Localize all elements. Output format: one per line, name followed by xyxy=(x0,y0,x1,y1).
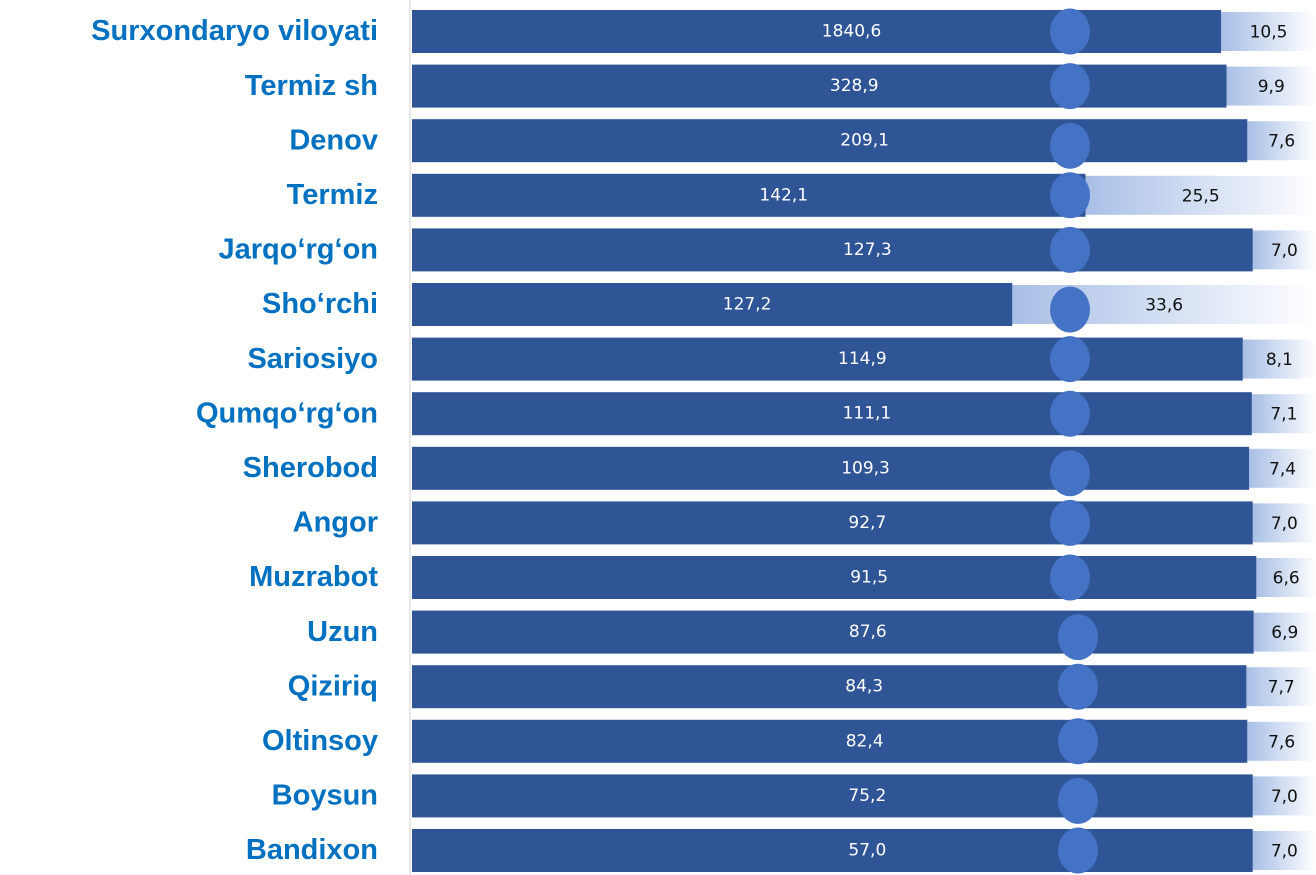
share-label: 10,5 xyxy=(1250,23,1288,43)
marker xyxy=(1050,172,1090,219)
marker xyxy=(1050,499,1090,546)
bar xyxy=(412,392,1252,436)
bar xyxy=(412,119,1248,163)
category-label: Surxondaryo viloyati xyxy=(91,15,378,47)
value-label: 328,9 xyxy=(830,76,879,96)
marker xyxy=(1058,777,1098,824)
share-bar xyxy=(1251,394,1316,434)
share-bar xyxy=(1247,721,1316,761)
bar xyxy=(412,10,1222,53)
category-label: Angor xyxy=(293,507,378,539)
share-label: 7,1 xyxy=(1270,405,1297,425)
category-label: Sariosiyo xyxy=(247,343,378,375)
bar xyxy=(412,501,1253,545)
marker xyxy=(1058,663,1098,710)
share-label: 7,4 xyxy=(1269,459,1296,479)
value-label: 87,6 xyxy=(849,622,887,642)
category-label: Sho‘rchi xyxy=(262,288,378,320)
category-label: Qumqo‘rg‘on xyxy=(196,397,378,429)
bar xyxy=(412,446,1250,490)
category-label: Bandixon xyxy=(246,834,378,866)
share-label: 8,1 xyxy=(1266,350,1293,370)
bar xyxy=(412,337,1243,381)
bar xyxy=(412,719,1248,763)
share-label: 7,6 xyxy=(1268,132,1295,152)
category-label: Sherobod xyxy=(243,452,378,484)
marker xyxy=(1050,336,1090,383)
marker xyxy=(1058,614,1098,661)
marker xyxy=(1050,122,1090,169)
share-bar xyxy=(1256,558,1316,597)
category-label: Boysun xyxy=(272,780,378,812)
bar xyxy=(412,829,1253,872)
category-label: Oltinsoy xyxy=(262,725,378,757)
value-label: 84,3 xyxy=(845,677,883,697)
share-bar xyxy=(1252,230,1316,270)
share-label: 7,0 xyxy=(1271,787,1298,807)
value-label: 142,1 xyxy=(759,185,808,205)
share-bar xyxy=(1247,121,1316,161)
share-bar xyxy=(1226,66,1316,106)
category-label: Termiz sh xyxy=(245,70,378,102)
marker xyxy=(1050,554,1090,601)
bar xyxy=(412,556,1257,599)
bar xyxy=(412,228,1253,272)
bar xyxy=(412,64,1227,108)
value-label: 82,4 xyxy=(846,731,884,751)
category-label: Qiziriq xyxy=(288,670,378,702)
value-label: 75,2 xyxy=(848,786,886,806)
value-label: 92,7 xyxy=(848,513,886,533)
value-label: 109,3 xyxy=(841,458,890,478)
share-label: 7,0 xyxy=(1271,514,1298,534)
share-bar xyxy=(1253,612,1316,652)
share-label: 7,0 xyxy=(1271,842,1298,862)
value-label: 127,3 xyxy=(843,240,892,260)
share-bar xyxy=(1221,12,1316,51)
bar xyxy=(412,610,1254,654)
share-label: 7,6 xyxy=(1268,732,1295,752)
share-label: 7,0 xyxy=(1271,241,1298,261)
marker xyxy=(1050,8,1090,55)
value-label: 111,1 xyxy=(843,404,892,424)
share-bar xyxy=(1252,503,1316,543)
share-label: 6,6 xyxy=(1273,569,1300,589)
category-label: Jarqo‘rg‘on xyxy=(218,234,378,266)
share-bar xyxy=(1242,339,1316,379)
share-label: 6,9 xyxy=(1271,623,1298,643)
value-label: 1840,6 xyxy=(822,22,881,42)
marker xyxy=(1050,226,1090,273)
category-label: Denov xyxy=(289,124,378,156)
value-label: 114,9 xyxy=(838,349,887,369)
share-label: 25,5 xyxy=(1182,186,1220,206)
marker xyxy=(1050,390,1090,437)
marker xyxy=(1050,286,1090,333)
share-label: 33,6 xyxy=(1145,296,1183,316)
share-bar xyxy=(1249,448,1316,488)
category-label: Uzun xyxy=(307,616,378,648)
bar xyxy=(412,173,1086,217)
category-label: Termiz xyxy=(287,179,378,211)
share-bar xyxy=(1246,667,1316,707)
share-bar xyxy=(1252,776,1316,816)
value-label: 127,2 xyxy=(723,295,772,315)
value-label: 57,0 xyxy=(848,841,886,861)
share-label: 9,9 xyxy=(1258,77,1285,97)
bar xyxy=(412,283,1013,326)
marker xyxy=(1058,827,1098,874)
category-label: Muzrabot xyxy=(249,561,378,593)
share-bar xyxy=(1085,175,1316,215)
marker xyxy=(1050,63,1090,110)
bar xyxy=(412,774,1253,818)
value-label: 91,5 xyxy=(850,568,888,588)
bar xyxy=(412,665,1247,709)
value-label: 209,1 xyxy=(840,131,889,151)
marker xyxy=(1050,450,1090,497)
marker xyxy=(1058,718,1098,765)
share-label: 7,7 xyxy=(1268,678,1295,698)
share-bar xyxy=(1252,831,1316,870)
